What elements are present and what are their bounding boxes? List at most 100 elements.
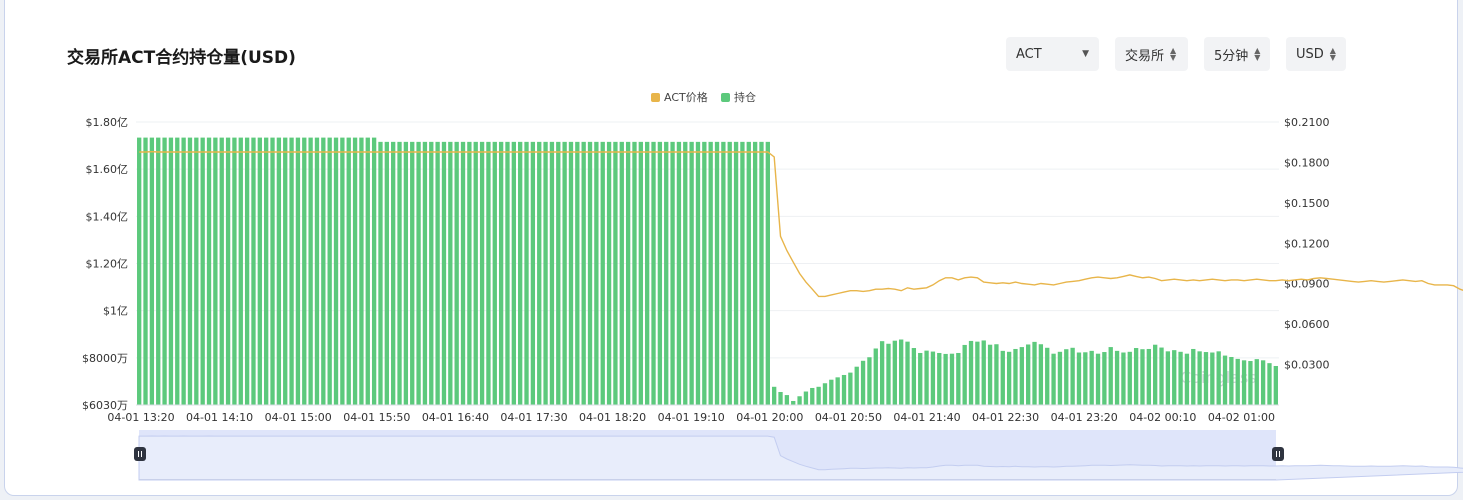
oi-bar xyxy=(1260,360,1266,405)
oi-bar xyxy=(181,137,186,405)
oi-bar xyxy=(225,137,231,405)
x-tick-label: 04-01 20:00 xyxy=(736,411,803,424)
oi-bar xyxy=(568,141,574,405)
oi-bar xyxy=(918,352,923,405)
oi-bar xyxy=(1000,350,1005,405)
oi-bar xyxy=(848,372,853,405)
oi-bar xyxy=(1102,352,1107,405)
oi-bar xyxy=(365,137,370,405)
oi-bar xyxy=(441,141,447,405)
legend-label-oi: 持仓 xyxy=(734,91,756,104)
oi-bar xyxy=(1273,365,1278,405)
x-tick-label: 04-01 17:30 xyxy=(500,411,567,424)
oi-bar xyxy=(1121,352,1126,405)
y-right-tick-label: $0.0300 xyxy=(1284,359,1330,372)
oi-bar xyxy=(930,351,936,405)
oi-bar xyxy=(727,141,732,405)
x-tick-label: 04-01 15:50 xyxy=(343,411,410,424)
navigator-series xyxy=(138,435,1463,481)
oi-bar xyxy=(619,141,624,405)
y-left-tick-label: $8000万 xyxy=(82,352,128,365)
page-title: 交易所ACT合约持仓量(USD) xyxy=(67,48,296,68)
x-tick-label: 04-01 21:40 xyxy=(893,411,960,424)
coin-select[interactable]: ACT ▼ xyxy=(1006,37,1099,71)
oi-bar xyxy=(435,141,440,405)
oi-bar xyxy=(530,141,536,405)
oi-bar xyxy=(632,141,637,405)
oi-bar xyxy=(1114,350,1120,405)
oi-bar xyxy=(664,141,669,405)
oi-bar xyxy=(1165,351,1171,405)
oi-bar xyxy=(594,141,599,405)
oi-bar xyxy=(797,396,802,405)
chart-controls: ACT ▼ 交易所 ▲ ▼ 5分钟 ▲ ▼ USD ▲ ▼ xyxy=(0,37,1463,71)
oi-bar xyxy=(467,141,472,405)
oi-bar xyxy=(835,377,840,405)
oi-bar xyxy=(1229,357,1234,405)
oi-bar xyxy=(1178,351,1183,405)
y-right-tick-label: $0.1800 xyxy=(1284,156,1330,169)
oi-bar xyxy=(670,141,675,405)
oi-bar xyxy=(1089,350,1094,405)
caret-down-icon: ▼ xyxy=(1082,49,1089,59)
navigator-handle-left[interactable] xyxy=(134,447,146,461)
interval-select[interactable]: 5分钟 ▲ ▼ xyxy=(1204,37,1270,71)
oi-bar xyxy=(600,141,605,405)
oi-bar xyxy=(784,395,790,405)
oi-bar xyxy=(1013,348,1018,405)
oi-bar xyxy=(1127,351,1132,405)
oi-bar xyxy=(1235,358,1240,405)
price-swatch xyxy=(651,92,660,102)
oi-bar xyxy=(238,137,243,405)
oi-bar xyxy=(873,348,878,405)
oi-bar xyxy=(956,352,961,405)
oi-bar xyxy=(1019,347,1024,405)
navigator-handle-right[interactable] xyxy=(1272,447,1284,461)
oi-bar xyxy=(606,141,612,405)
y-left-tick-label: $1.80亿 xyxy=(86,116,129,129)
exchange-select[interactable]: 交易所 ▲ ▼ xyxy=(1115,37,1188,71)
oi-bar xyxy=(1045,347,1050,405)
oi-bar xyxy=(333,137,339,405)
oi-bar xyxy=(460,141,466,405)
oi-bar xyxy=(289,137,294,405)
oi-bar xyxy=(841,374,847,405)
oi-bar xyxy=(422,141,428,405)
oi-bar xyxy=(511,141,516,405)
oi-bar xyxy=(352,137,358,405)
oi-bar xyxy=(854,366,859,405)
oi-bar xyxy=(454,141,459,405)
oi-bar xyxy=(1083,352,1088,405)
oi-bar xyxy=(149,137,155,405)
oi-bar xyxy=(371,137,377,405)
oi-bar xyxy=(340,137,345,405)
oi-bar xyxy=(791,400,796,405)
oi-bar xyxy=(575,141,580,405)
legend-item-oi[interactable]: 持仓 xyxy=(721,89,756,105)
oi-bar xyxy=(549,141,555,405)
oi-bar xyxy=(1133,348,1139,405)
oi-bar xyxy=(759,141,764,405)
oi-bar xyxy=(1070,347,1075,405)
oi-bar xyxy=(327,137,332,405)
currency-select[interactable]: USD ▲ ▼ xyxy=(1286,37,1346,71)
legend-item-price[interactable]: ACT价格 xyxy=(651,89,708,105)
oi-bar xyxy=(708,141,713,405)
price-line xyxy=(139,150,1463,298)
currency-select-value: USD xyxy=(1296,46,1324,62)
y-right-tick-label: $0.2100 xyxy=(1284,116,1330,129)
x-tick-label: 04-01 13:20 xyxy=(107,411,174,424)
oi-bar xyxy=(746,141,751,405)
oi-bar xyxy=(810,387,815,405)
x-tick-label: 04-01 23:20 xyxy=(1051,411,1118,424)
y-right-tick-label: $0.0900 xyxy=(1284,278,1330,291)
oi-bar xyxy=(657,141,663,405)
oi-bar xyxy=(1248,361,1253,405)
y-left-tick-label: $6030万 xyxy=(82,399,128,412)
navigator-baseline xyxy=(139,479,1276,480)
oi-bar xyxy=(689,141,694,405)
y-left-tick-label: $1.20亿 xyxy=(86,258,129,271)
x-tick-label: 04-01 14:10 xyxy=(186,411,253,424)
oi-bar xyxy=(752,141,758,405)
